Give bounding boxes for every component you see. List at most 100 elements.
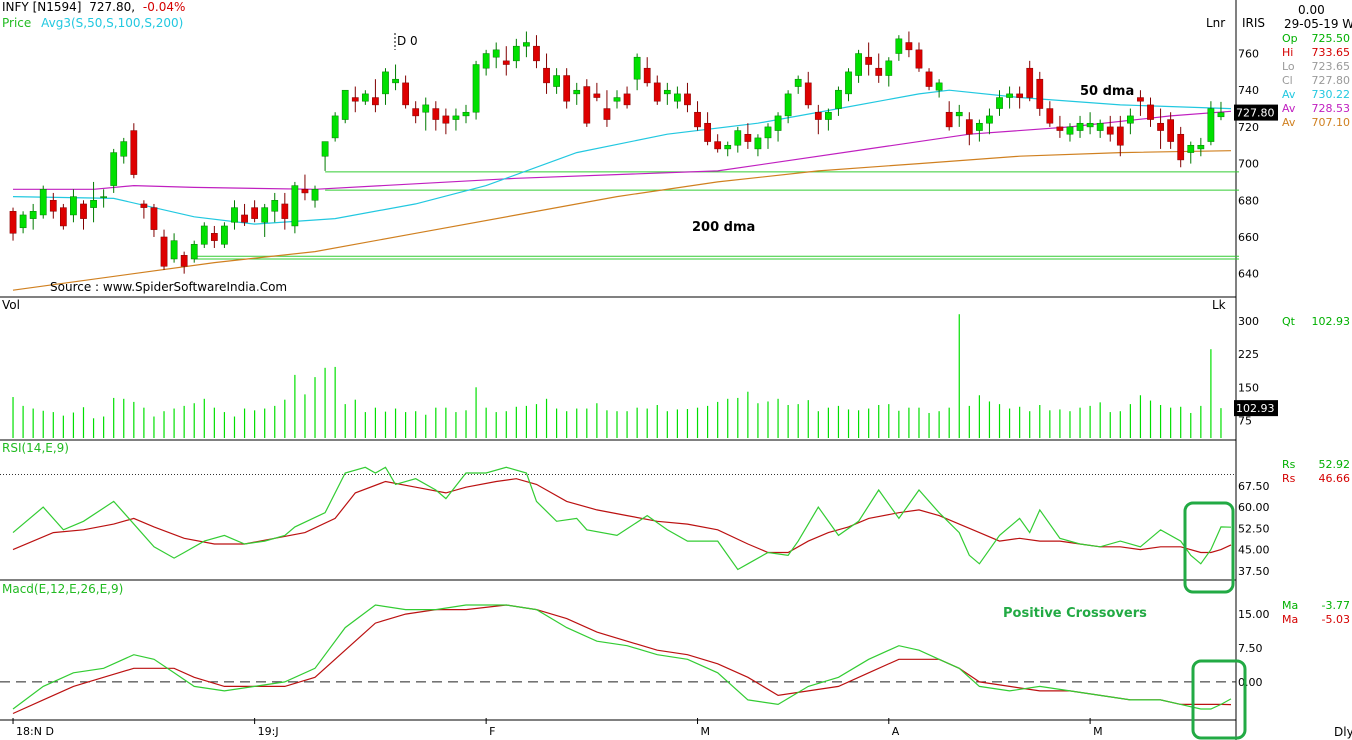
candle-body xyxy=(291,185,299,227)
info-key-6: Av xyxy=(1282,116,1296,129)
macd-signal-line xyxy=(12,604,1232,715)
candle-body xyxy=(603,108,611,120)
candle-body xyxy=(19,214,27,229)
candle-body xyxy=(543,67,550,84)
candle-body xyxy=(915,49,923,69)
period-label[interactable]: Dly xyxy=(1334,725,1352,739)
macd-info-key-0: Ma xyxy=(1282,599,1298,612)
candle-body xyxy=(361,93,369,102)
sma200-line xyxy=(12,150,1232,291)
candle-body xyxy=(945,111,953,128)
candle-body xyxy=(623,93,631,106)
candle-body xyxy=(321,141,329,157)
candle-body xyxy=(422,104,430,113)
candle-body xyxy=(432,108,440,120)
macd-crossover-highlight xyxy=(1191,659,1247,740)
info-key-1: Hi xyxy=(1282,46,1293,59)
avg-label: Avg3(S,50,S,100,S,200) xyxy=(41,16,184,30)
candle-body xyxy=(794,78,802,87)
info-key-4: Av xyxy=(1282,88,1296,101)
info-value-2: 723.65 xyxy=(1312,60,1351,73)
candle-body xyxy=(372,97,379,106)
candle-body xyxy=(875,67,883,76)
candle-body xyxy=(502,60,510,65)
candle-body xyxy=(814,111,822,120)
x-tick-label-3: M xyxy=(701,725,711,738)
rsi-tick-37.5: 37.50 xyxy=(1238,565,1270,578)
candle-body xyxy=(1076,122,1084,131)
candle-body xyxy=(1006,93,1013,98)
candle-body xyxy=(200,225,208,245)
candle-body xyxy=(462,111,470,117)
symbol-label: INFY [N1594] xyxy=(2,0,82,14)
info-key-3: Cl xyxy=(1282,74,1293,87)
candle-body xyxy=(210,233,218,241)
annotation-200dma: 200 dma xyxy=(692,220,756,235)
candle-body xyxy=(241,214,248,223)
info-key-5: Av xyxy=(1282,102,1296,115)
candle-body xyxy=(231,207,238,223)
candle-body xyxy=(382,71,389,95)
last-price: 727.80, xyxy=(89,0,136,14)
info-value-1: 733.65 xyxy=(1312,46,1351,59)
candle-body xyxy=(523,42,530,47)
vol-tick-150: 150 xyxy=(1238,381,1259,394)
price-tick-660: 660 xyxy=(1238,231,1259,244)
candle-body xyxy=(1217,112,1225,118)
candle-body xyxy=(1167,119,1175,142)
candle-body xyxy=(653,82,661,102)
candle-body xyxy=(301,189,309,194)
info-value-3: 727.80 xyxy=(1312,74,1351,87)
rsi-info-value-1: 46.66 xyxy=(1319,472,1351,485)
price-last-label-box xyxy=(1234,104,1278,121)
header-bar: INFY [N1594] 727.80, -0.04% xyxy=(2,0,185,14)
candle-body xyxy=(704,122,711,142)
sma50-line xyxy=(12,89,1232,225)
x-tick-label-1: 19:J xyxy=(258,725,279,738)
rsi-tick-67.5: 67.50 xyxy=(1238,480,1270,493)
macd-info-value-1: -5.03 xyxy=(1322,613,1350,626)
scale-mode-button[interactable]: Lnr xyxy=(1206,16,1226,30)
candle-body xyxy=(744,133,752,142)
brand-label: IRIS xyxy=(1242,16,1266,30)
candle-body xyxy=(271,200,279,212)
info-key-0: Op xyxy=(1282,32,1298,45)
vol-last-label: 102.93 xyxy=(1236,402,1275,415)
candle-body xyxy=(784,93,792,117)
candle-body xyxy=(633,56,641,80)
volume-panel-title: Vol xyxy=(2,298,20,312)
candle-body xyxy=(1187,144,1195,153)
candle-body xyxy=(1127,115,1134,124)
info-value-6: 707.10 xyxy=(1312,116,1351,129)
candle-body xyxy=(160,236,168,267)
candle-body xyxy=(855,53,862,76)
candle-body xyxy=(734,130,742,146)
candle-body xyxy=(1137,97,1144,102)
candle-body xyxy=(663,89,671,95)
x-tick-label-4: A xyxy=(892,725,900,738)
candle-body xyxy=(925,71,933,87)
candle-body xyxy=(976,122,983,131)
candle-body xyxy=(221,225,228,245)
candle-body xyxy=(170,240,178,260)
candle-body xyxy=(442,115,450,124)
candle-body xyxy=(150,207,158,230)
candle-body xyxy=(120,141,128,157)
candle-body xyxy=(180,255,188,267)
price-tick-760: 760 xyxy=(1238,48,1259,61)
candle-body xyxy=(573,89,581,95)
candle-body xyxy=(110,152,118,186)
candle-body xyxy=(29,211,37,219)
candle-body xyxy=(613,97,621,102)
candle-body xyxy=(261,207,269,223)
indicator-legend: Price Avg3(S,50,S,100,S,200) xyxy=(2,16,183,30)
candle-body xyxy=(1147,104,1154,120)
candle-body xyxy=(472,64,480,113)
brand-value: 0.00 xyxy=(1298,3,1325,17)
price-tick-700: 700 xyxy=(1238,158,1259,171)
source-label: Source : www.SpiderSoftwareIndia.Com xyxy=(50,280,288,294)
candle-body xyxy=(281,203,289,219)
candle-body xyxy=(986,115,993,124)
price-tick-740: 740 xyxy=(1238,84,1259,97)
candle-body xyxy=(412,108,420,117)
